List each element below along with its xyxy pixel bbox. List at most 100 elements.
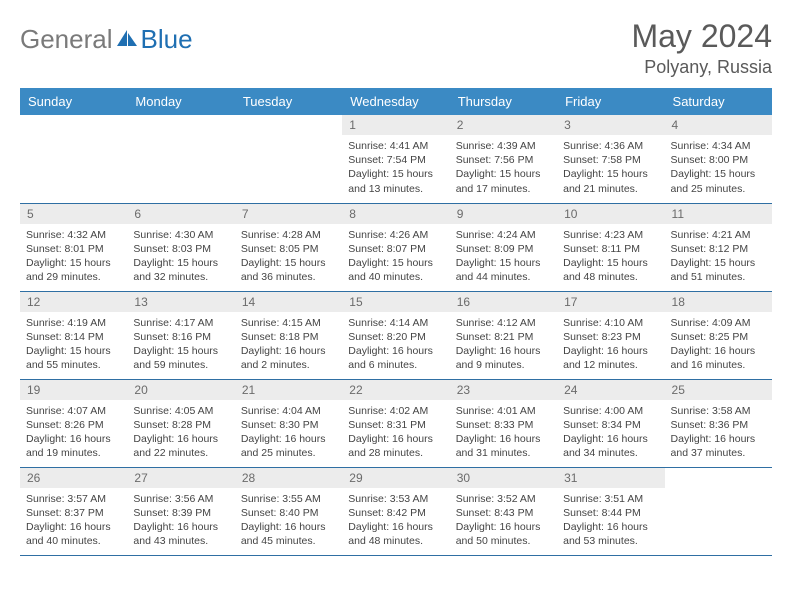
calendar-cell: 10Sunrise: 4:23 AMSunset: 8:11 PMDayligh… — [557, 203, 664, 291]
calendar-head: SundayMondayTuesdayWednesdayThursdayFrid… — [20, 88, 772, 115]
day-number: 11 — [665, 204, 772, 224]
page-title: May 2024 — [631, 18, 772, 55]
day-number: 17 — [557, 292, 664, 312]
day-details: Sunrise: 4:36 AMSunset: 7:58 PMDaylight:… — [557, 135, 664, 200]
header: General Blue May 2024 Polyany, Russia — [20, 18, 772, 78]
calendar-cell: 26Sunrise: 3:57 AMSunset: 8:37 PMDayligh… — [20, 467, 127, 555]
calendar-cell: 11Sunrise: 4:21 AMSunset: 8:12 PMDayligh… — [665, 203, 772, 291]
calendar-cell: 12Sunrise: 4:19 AMSunset: 8:14 PMDayligh… — [20, 291, 127, 379]
calendar-cell: 7Sunrise: 4:28 AMSunset: 8:05 PMDaylight… — [235, 203, 342, 291]
calendar-table: SundayMondayTuesdayWednesdayThursdayFrid… — [20, 88, 772, 556]
calendar-cell: 5Sunrise: 4:32 AMSunset: 8:01 PMDaylight… — [20, 203, 127, 291]
calendar-cell: 31Sunrise: 3:51 AMSunset: 8:44 PMDayligh… — [557, 467, 664, 555]
day-details: Sunrise: 4:26 AMSunset: 8:07 PMDaylight:… — [342, 224, 449, 289]
day-details: Sunrise: 4:39 AMSunset: 7:56 PMDaylight:… — [450, 135, 557, 200]
day-number: 15 — [342, 292, 449, 312]
calendar-cell: 8Sunrise: 4:26 AMSunset: 8:07 PMDaylight… — [342, 203, 449, 291]
day-number: 2 — [450, 115, 557, 135]
day-number: 9 — [450, 204, 557, 224]
weekday-header: Wednesday — [342, 88, 449, 115]
day-details: Sunrise: 4:07 AMSunset: 8:26 PMDaylight:… — [20, 400, 127, 465]
day-details: Sunrise: 4:01 AMSunset: 8:33 PMDaylight:… — [450, 400, 557, 465]
logo-text-gray: General — [20, 24, 113, 55]
calendar-cell: 21Sunrise: 4:04 AMSunset: 8:30 PMDayligh… — [235, 379, 342, 467]
day-details: Sunrise: 3:52 AMSunset: 8:43 PMDaylight:… — [450, 488, 557, 553]
day-details: Sunrise: 4:09 AMSunset: 8:25 PMDaylight:… — [665, 312, 772, 377]
day-details: Sunrise: 4:19 AMSunset: 8:14 PMDaylight:… — [20, 312, 127, 377]
calendar-row: 26Sunrise: 3:57 AMSunset: 8:37 PMDayligh… — [20, 467, 772, 555]
day-number: 28 — [235, 468, 342, 488]
day-number: 8 — [342, 204, 449, 224]
logo-text-blue: Blue — [141, 24, 193, 55]
day-details: Sunrise: 4:30 AMSunset: 8:03 PMDaylight:… — [127, 224, 234, 289]
calendar-cell: 2Sunrise: 4:39 AMSunset: 7:56 PMDaylight… — [450, 115, 557, 203]
day-details: Sunrise: 4:14 AMSunset: 8:20 PMDaylight:… — [342, 312, 449, 377]
day-details: Sunrise: 4:02 AMSunset: 8:31 PMDaylight:… — [342, 400, 449, 465]
calendar-cell-empty — [20, 115, 127, 203]
day-number: 7 — [235, 204, 342, 224]
calendar-cell-empty — [127, 115, 234, 203]
calendar-row: 5Sunrise: 4:32 AMSunset: 8:01 PMDaylight… — [20, 203, 772, 291]
calendar-cell: 13Sunrise: 4:17 AMSunset: 8:16 PMDayligh… — [127, 291, 234, 379]
day-number: 27 — [127, 468, 234, 488]
calendar-cell: 14Sunrise: 4:15 AMSunset: 8:18 PMDayligh… — [235, 291, 342, 379]
day-details: Sunrise: 4:41 AMSunset: 7:54 PMDaylight:… — [342, 135, 449, 200]
calendar-cell: 15Sunrise: 4:14 AMSunset: 8:20 PMDayligh… — [342, 291, 449, 379]
weekday-header: Saturday — [665, 88, 772, 115]
day-number: 23 — [450, 380, 557, 400]
calendar-cell: 24Sunrise: 4:00 AMSunset: 8:34 PMDayligh… — [557, 379, 664, 467]
calendar-cell: 30Sunrise: 3:52 AMSunset: 8:43 PMDayligh… — [450, 467, 557, 555]
weekday-header: Friday — [557, 88, 664, 115]
day-details: Sunrise: 3:57 AMSunset: 8:37 PMDaylight:… — [20, 488, 127, 553]
day-number: 16 — [450, 292, 557, 312]
day-details: Sunrise: 4:23 AMSunset: 8:11 PMDaylight:… — [557, 224, 664, 289]
calendar-cell: 27Sunrise: 3:56 AMSunset: 8:39 PMDayligh… — [127, 467, 234, 555]
calendar-row: 19Sunrise: 4:07 AMSunset: 8:26 PMDayligh… — [20, 379, 772, 467]
calendar-cell: 25Sunrise: 3:58 AMSunset: 8:36 PMDayligh… — [665, 379, 772, 467]
day-details: Sunrise: 3:58 AMSunset: 8:36 PMDaylight:… — [665, 400, 772, 465]
day-details: Sunrise: 4:00 AMSunset: 8:34 PMDaylight:… — [557, 400, 664, 465]
calendar-cell: 4Sunrise: 4:34 AMSunset: 8:00 PMDaylight… — [665, 115, 772, 203]
calendar-cell: 1Sunrise: 4:41 AMSunset: 7:54 PMDaylight… — [342, 115, 449, 203]
day-number: 24 — [557, 380, 664, 400]
calendar-cell: 6Sunrise: 4:30 AMSunset: 8:03 PMDaylight… — [127, 203, 234, 291]
day-details: Sunrise: 4:28 AMSunset: 8:05 PMDaylight:… — [235, 224, 342, 289]
day-number: 5 — [20, 204, 127, 224]
day-details: Sunrise: 4:32 AMSunset: 8:01 PMDaylight:… — [20, 224, 127, 289]
day-details: Sunrise: 4:34 AMSunset: 8:00 PMDaylight:… — [665, 135, 772, 200]
day-number: 18 — [665, 292, 772, 312]
calendar-cell: 29Sunrise: 3:53 AMSunset: 8:42 PMDayligh… — [342, 467, 449, 555]
day-details: Sunrise: 4:04 AMSunset: 8:30 PMDaylight:… — [235, 400, 342, 465]
calendar-cell: 3Sunrise: 4:36 AMSunset: 7:58 PMDaylight… — [557, 115, 664, 203]
calendar-body: 1Sunrise: 4:41 AMSunset: 7:54 PMDaylight… — [20, 115, 772, 555]
calendar-row: 12Sunrise: 4:19 AMSunset: 8:14 PMDayligh… — [20, 291, 772, 379]
calendar-row: 1Sunrise: 4:41 AMSunset: 7:54 PMDaylight… — [20, 115, 772, 203]
calendar-cell: 9Sunrise: 4:24 AMSunset: 8:09 PMDaylight… — [450, 203, 557, 291]
day-details: Sunrise: 3:51 AMSunset: 8:44 PMDaylight:… — [557, 488, 664, 553]
day-details: Sunrise: 4:17 AMSunset: 8:16 PMDaylight:… — [127, 312, 234, 377]
location-text: Polyany, Russia — [631, 57, 772, 78]
day-number: 13 — [127, 292, 234, 312]
day-details: Sunrise: 4:21 AMSunset: 8:12 PMDaylight:… — [665, 224, 772, 289]
day-details: Sunrise: 4:10 AMSunset: 8:23 PMDaylight:… — [557, 312, 664, 377]
calendar-cell: 20Sunrise: 4:05 AMSunset: 8:28 PMDayligh… — [127, 379, 234, 467]
day-details: Sunrise: 4:15 AMSunset: 8:18 PMDaylight:… — [235, 312, 342, 377]
title-block: May 2024 Polyany, Russia — [631, 18, 772, 78]
calendar-cell: 23Sunrise: 4:01 AMSunset: 8:33 PMDayligh… — [450, 379, 557, 467]
day-number: 29 — [342, 468, 449, 488]
day-details: Sunrise: 3:53 AMSunset: 8:42 PMDaylight:… — [342, 488, 449, 553]
weekday-header: Tuesday — [235, 88, 342, 115]
calendar-cell: 28Sunrise: 3:55 AMSunset: 8:40 PMDayligh… — [235, 467, 342, 555]
day-number: 6 — [127, 204, 234, 224]
calendar-cell: 18Sunrise: 4:09 AMSunset: 8:25 PMDayligh… — [665, 291, 772, 379]
day-details: Sunrise: 4:24 AMSunset: 8:09 PMDaylight:… — [450, 224, 557, 289]
logo-sail-icon — [117, 30, 139, 46]
day-details: Sunrise: 4:05 AMSunset: 8:28 PMDaylight:… — [127, 400, 234, 465]
day-number: 14 — [235, 292, 342, 312]
day-number: 20 — [127, 380, 234, 400]
weekday-header: Sunday — [20, 88, 127, 115]
calendar-cell-empty — [235, 115, 342, 203]
calendar-cell: 16Sunrise: 4:12 AMSunset: 8:21 PMDayligh… — [450, 291, 557, 379]
day-number: 1 — [342, 115, 449, 135]
weekday-header: Thursday — [450, 88, 557, 115]
